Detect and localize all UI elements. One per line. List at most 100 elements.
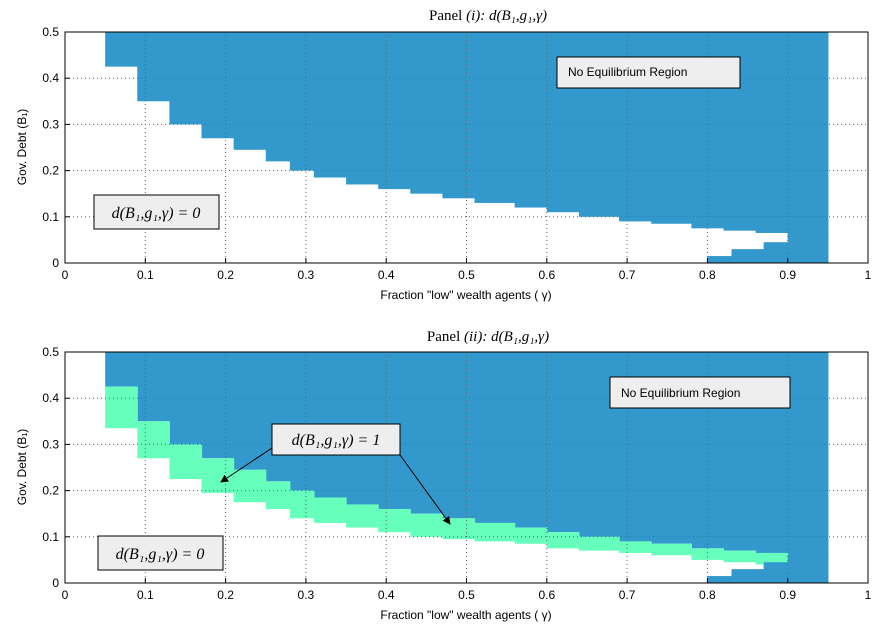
x-tick-label: 0.9 <box>779 268 796 282</box>
x-tick-label: 0.3 <box>298 268 315 282</box>
no-equilibrium-block <box>731 569 765 583</box>
no-equilibrium-block <box>233 32 267 150</box>
no-equilibrium-block <box>410 32 444 194</box>
y-axis-label: Gov. Debt (B₁) <box>15 109 29 186</box>
no-equilibrium-block <box>201 32 235 139</box>
y-tick-label: 0 <box>52 256 59 270</box>
svg-text:d(B₁,g₁,γ) = 1: d(B₁,g₁,γ) = 1 <box>292 432 381 449</box>
no-equilibrium-block <box>546 352 580 533</box>
d-one-label: d(B₁,g₁,γ) = 1 <box>220 423 451 525</box>
x-tick-label: 0.3 <box>298 588 315 602</box>
panel-2: 0 0.1 0.2 0.3 0.4 0.5 0.6 0.7 0.8 0.9 1 0 0.1 0.2 0.3… <box>15 329 872 622</box>
d-one-block <box>410 513 444 537</box>
x-tick-label: 0.6 <box>538 268 555 282</box>
d-one-block <box>233 469 267 503</box>
x-tick-label: 0.6 <box>538 588 555 602</box>
x-tick-label: 0.2 <box>217 268 234 282</box>
x-tick-label: 0 <box>62 588 69 602</box>
x-tick-label: 0.1 <box>137 588 154 602</box>
d-one-block <box>105 386 138 429</box>
panel-title: Panel (i): d(B₁,g₁,γ) <box>429 8 547 24</box>
no-equilibrium-block <box>514 352 548 528</box>
no-equilibrium-block <box>763 562 789 583</box>
x-tick-label: 0.5 <box>458 588 475 602</box>
no-equilibrium-block <box>707 256 733 263</box>
no-equilibrium-block <box>410 352 444 514</box>
no-equilibrium-block <box>105 352 138 387</box>
no-equilibrium-label: No Equilibrium Region <box>556 56 741 89</box>
x-tick-label: 0.4 <box>378 268 395 282</box>
no-equilibrium-block <box>313 32 347 178</box>
svg-text:No Equilibrium Region: No Equilibrium Region <box>621 386 740 400</box>
d-one-block <box>619 541 652 553</box>
y-tick-label: 0.3 <box>42 117 59 131</box>
d-one-block <box>378 509 411 533</box>
no-equilibrium-block <box>474 32 516 203</box>
d-one-block <box>265 481 291 510</box>
x-tick-label: 0.4 <box>378 588 395 602</box>
x-tick-label: 0.8 <box>699 588 716 602</box>
x-tick-label: 0.7 <box>619 268 636 282</box>
no-equilibrium-block <box>137 352 170 422</box>
d-one-block <box>651 543 692 556</box>
d-one-block <box>137 421 170 459</box>
no-equilibrium-block <box>442 32 476 199</box>
no-equilibrium-block <box>763 242 789 263</box>
d-one-block <box>313 497 347 523</box>
no-equilibrium-block <box>787 352 829 558</box>
y-tick-label: 0.2 <box>42 484 59 498</box>
no-equilibrium-block <box>787 32 829 238</box>
x-tick-label: 1 <box>865 268 872 282</box>
x-tick-label: 0 <box>62 268 69 282</box>
no-equilibrium-block <box>731 249 765 263</box>
svg-text:No Equilibrium Region: No Equilibrium Region <box>568 65 687 79</box>
x-tick-label: 0.5 <box>458 268 475 282</box>
no-equilibrium-block <box>201 352 235 459</box>
d-one-block <box>578 536 620 551</box>
d-one-block <box>169 444 203 480</box>
svg-text:d(B₁,g₁,γ) = 0: d(B₁,g₁,γ) = 0 <box>116 546 205 563</box>
x-tick-label: 0.8 <box>699 268 716 282</box>
d-zero-label: d(B₁,g₁,γ) = 0 <box>97 535 224 571</box>
d-one-block <box>691 548 725 560</box>
no-equilibrium-block <box>289 352 315 491</box>
x-tick-label: 0.1 <box>137 268 154 282</box>
no-equilibrium-block <box>378 32 411 190</box>
no-equilibrium-block <box>137 32 170 102</box>
x-tick-label: 0.2 <box>217 588 234 602</box>
no-equilibrium-block <box>707 576 733 583</box>
y-tick-label: 0.4 <box>42 391 59 405</box>
x-axis-label: Fraction "low" wealth agents ( γ) <box>380 288 551 302</box>
no-equilibrium-block <box>514 32 548 208</box>
no-equilibrium-block <box>474 352 516 523</box>
d-one-block <box>514 527 548 544</box>
y-tick-label: 0.5 <box>42 25 59 39</box>
arrow-right <box>399 454 451 525</box>
no-equilibrium-label: No Equilibrium Region <box>609 376 791 409</box>
no-equilibrium-block <box>105 32 138 67</box>
d-one-block <box>723 550 757 563</box>
no-equilibrium-block <box>265 32 291 162</box>
y-tick-label: 0.4 <box>42 71 59 85</box>
y-tick-label: 0.2 <box>42 164 59 178</box>
d-one-block <box>201 458 235 493</box>
d-one-block <box>289 490 315 519</box>
x-tick-label: 0.7 <box>619 588 636 602</box>
panel-title: Panel (ii): d(B₁,g₁,γ) <box>427 329 549 345</box>
d-one-block <box>346 504 379 528</box>
d-one-block <box>546 532 580 549</box>
d-one-block <box>474 522 516 542</box>
y-tick-label: 0.5 <box>42 345 59 359</box>
d-zero-label: d(B₁,g₁,γ) = 0 <box>93 194 220 230</box>
no-equilibrium-block <box>442 352 476 519</box>
no-equilibrium-block <box>787 235 829 263</box>
y-tick-label: 0.1 <box>42 210 59 224</box>
x-tick-label: 1 <box>865 588 872 602</box>
no-equilibrium-block <box>265 352 291 482</box>
x-axis-label: Fraction "low" wealth agents ( γ) <box>380 608 551 622</box>
no-equilibrium-block <box>233 352 267 470</box>
y-tick-label: 0.1 <box>42 530 59 544</box>
y-tick-label: 0.3 <box>42 437 59 451</box>
svg-text:d(B₁,g₁,γ) = 0: d(B₁,g₁,γ) = 0 <box>112 205 201 222</box>
